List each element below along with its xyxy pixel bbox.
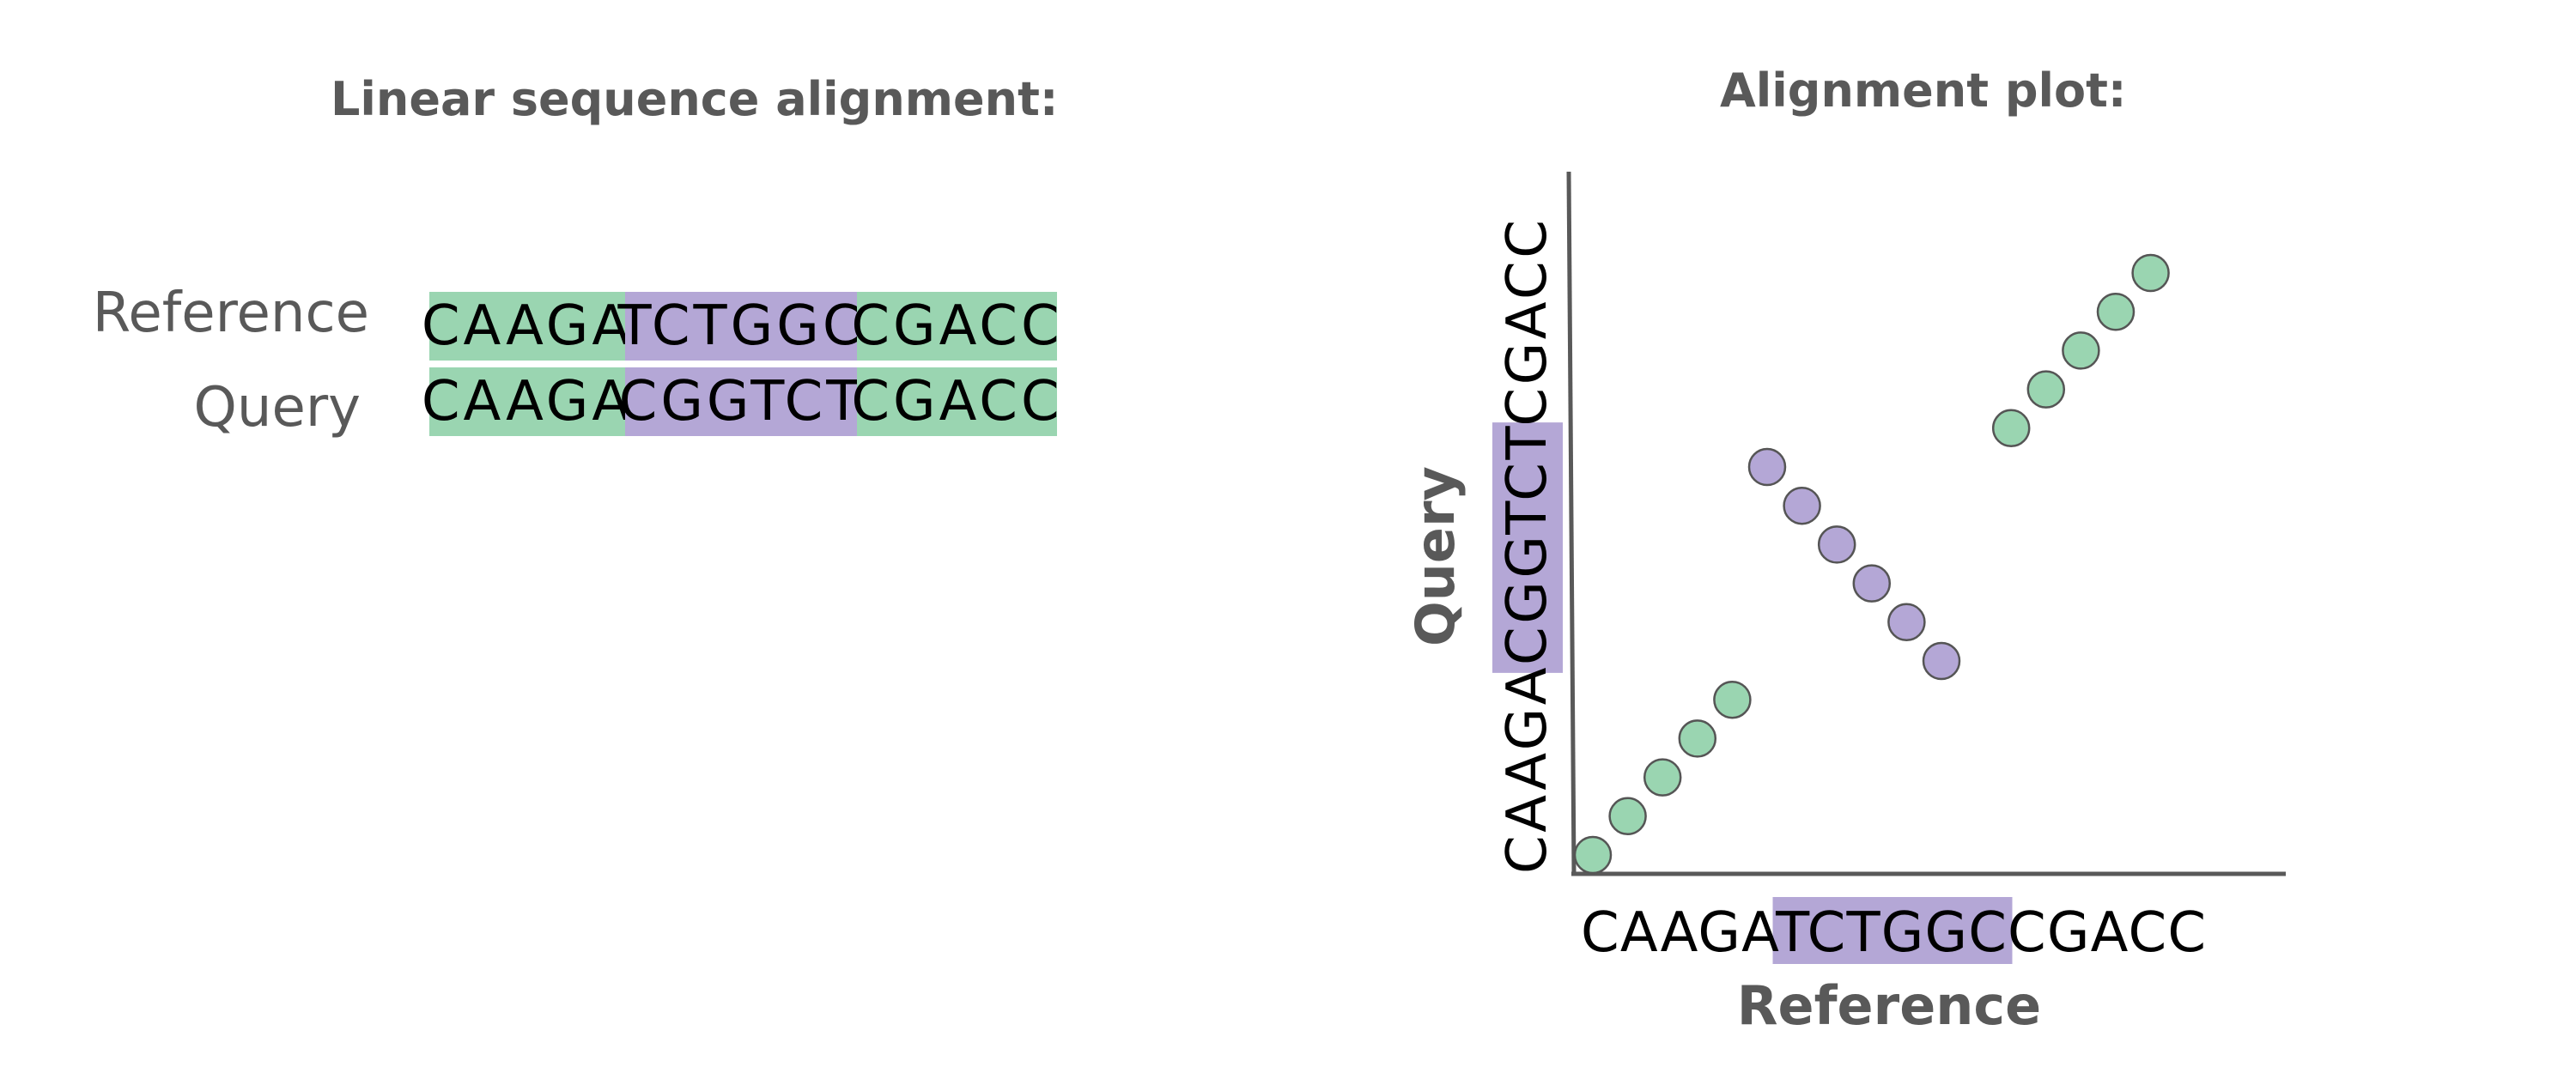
alignment-points [1573,253,2170,875]
query-sequence: CAAGA CGGTCT CGACC [422,367,1060,436]
match-point [2026,370,2066,409]
y-axis-line [1566,171,1577,875]
y-axis-label: Query [1404,466,1467,646]
query-segment-match: CGACC [851,367,1060,436]
x-axis-label: Reference [1737,974,2041,1037]
match-point [1991,409,2031,448]
match-point [1608,797,1647,836]
match-point [1713,680,1752,719]
match-point [1643,758,1682,797]
reference-inversion-highlight [1772,897,2013,964]
reference-axis-sequence: CAAGATCTGGCCGACC [1581,901,2206,965]
alignment-plot-title: Alignment plot: [1720,64,2127,118]
inversion-point [1747,447,1787,487]
reference-segment-match: CGACC [851,292,1060,361]
reference-sequence: CAAGA TCTGGC CGACC [422,292,1060,361]
inversion-point [1922,641,1961,681]
linear-alignment-title: Linear sequence alignment: [331,72,1059,126]
query-axis-sequence: CAAGACGGTCTCGACC [1496,220,1559,874]
query-segment-match: CAAGA [422,367,629,436]
reference-row-label: Reference [92,282,369,345]
reference-segment-match: CAAGA [422,292,629,361]
inversion-point [1852,564,1892,603]
query-inversion-highlight [1492,422,1563,673]
match-point [2096,292,2136,331]
inversion-point [1817,525,1856,564]
inversion-point [1783,486,1821,525]
match-point [2062,331,2100,370]
query-segment-inversion: CGGTCT [619,367,860,436]
inversion-point [1887,603,1926,642]
query-row-label: Query [193,376,361,440]
match-point [1573,835,1613,875]
match-point [1678,719,1717,758]
reference-segment-inversion: TCTGGC [618,292,861,361]
match-point [2131,253,2170,293]
